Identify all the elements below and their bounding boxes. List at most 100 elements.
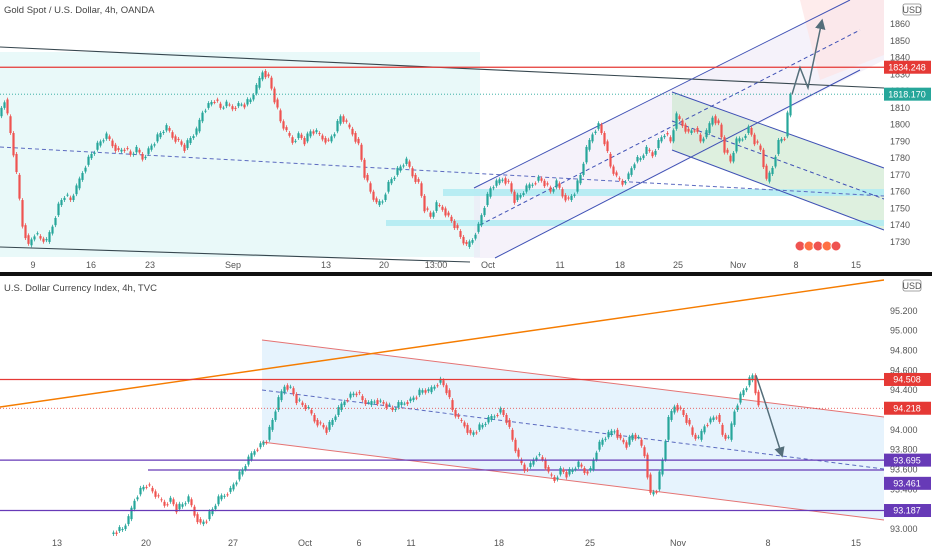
candle-body	[729, 155, 732, 162]
gold-price-axis[interactable]: USD 1730 1740 1750 1760 1770 1780 1790 1800 1810…	[884, 0, 932, 260]
candle-body	[705, 130, 708, 138]
candle-body	[627, 173, 630, 180]
candle-body	[687, 128, 690, 132]
candle-body	[604, 438, 607, 440]
candle-body	[210, 101, 213, 105]
candle-body	[252, 95, 255, 100]
candle-body	[324, 138, 327, 143]
price-level-label: 94.218	[893, 403, 921, 413]
candle-body	[667, 416, 670, 440]
candle-body	[730, 423, 733, 440]
x-tick-label: 13:00	[425, 260, 448, 270]
candle-body	[742, 390, 745, 396]
candle-body	[220, 495, 223, 500]
candle-body	[259, 443, 262, 448]
candle-body	[54, 217, 57, 226]
candle-body	[721, 424, 724, 435]
candle-body	[727, 436, 730, 438]
x-tick-label: Nov	[730, 260, 747, 270]
candle-body	[513, 191, 516, 203]
candle-body	[378, 201, 381, 206]
candle-body	[624, 181, 627, 184]
candle-body	[777, 139, 780, 154]
candle-body	[672, 130, 675, 142]
candle-body	[336, 120, 339, 132]
candle-body	[138, 149, 141, 153]
candle-body	[505, 414, 508, 423]
candle-body	[288, 133, 291, 136]
candle-body	[415, 397, 418, 399]
candle-body	[3, 102, 6, 108]
price-level-badge	[884, 87, 931, 101]
candle-body	[276, 99, 279, 108]
candle-body	[24, 225, 27, 239]
candle-body	[273, 88, 276, 103]
panel-separator[interactable]	[0, 272, 932, 276]
candle-body	[573, 194, 576, 196]
candle-body	[366, 174, 369, 181]
candle-body	[435, 202, 438, 211]
candle-body	[547, 467, 550, 472]
candle-body	[148, 484, 151, 486]
candle-body	[393, 177, 396, 180]
candle-body	[144, 156, 147, 159]
candle-body	[105, 133, 108, 139]
dxy-price-axis[interactable]: USD 95.20095.00094.80094.60094.40094.200…	[884, 276, 932, 538]
candle-body	[552, 188, 555, 192]
candle-body	[444, 208, 447, 216]
gold-price-lines	[0, 66, 884, 95]
candle-body	[586, 471, 589, 474]
candle-body	[321, 135, 324, 140]
candle-body	[129, 151, 132, 155]
candle-body	[420, 183, 423, 196]
candle-body	[655, 491, 658, 493]
price-level-badge	[884, 504, 931, 518]
candle-body	[462, 236, 465, 244]
candle-body	[268, 426, 271, 440]
candle-body	[738, 138, 741, 142]
candle-body	[241, 469, 244, 475]
candle-body	[658, 471, 661, 490]
candle-body	[546, 183, 549, 185]
candle-body	[342, 116, 345, 122]
candle-body	[537, 176, 540, 181]
candle-body	[397, 402, 400, 408]
y-tick-label: 1780	[890, 153, 910, 163]
candle-body	[189, 138, 192, 144]
candle-body	[694, 434, 697, 439]
candle-body	[568, 469, 571, 475]
candle-body	[711, 117, 714, 125]
candle-body	[445, 385, 448, 394]
dxy-channel-lower	[261, 441, 885, 521]
candle-body	[339, 116, 342, 124]
candle-body	[510, 183, 513, 192]
candle-body	[724, 434, 727, 439]
candle-body	[147, 148, 150, 154]
candle-body	[174, 136, 177, 142]
y-tick-label: 93.800	[890, 445, 918, 455]
candle-body	[751, 375, 754, 381]
candle-body	[534, 183, 537, 185]
candle-body	[759, 145, 762, 150]
y-tick-label: 1850	[890, 36, 910, 46]
event-markers[interactable]	[794, 240, 842, 252]
x-tick-label: Oct	[481, 260, 496, 270]
candle-body	[309, 131, 312, 137]
candle-body	[250, 453, 253, 460]
candle-body	[768, 172, 771, 182]
candle-body	[535, 457, 538, 460]
candle-body	[51, 226, 54, 234]
price-level-badge	[884, 401, 931, 415]
candle-body	[748, 377, 751, 386]
candle-body	[327, 139, 330, 141]
candle-body	[343, 401, 346, 406]
candle-body	[468, 241, 471, 247]
candle-body	[360, 144, 363, 160]
price-level-badge	[884, 372, 931, 386]
candle-body	[511, 429, 514, 440]
candle-body	[517, 449, 520, 457]
y-tick-label: 1760	[890, 187, 910, 197]
projection-path	[755, 375, 785, 458]
candle-body	[66, 194, 69, 196]
